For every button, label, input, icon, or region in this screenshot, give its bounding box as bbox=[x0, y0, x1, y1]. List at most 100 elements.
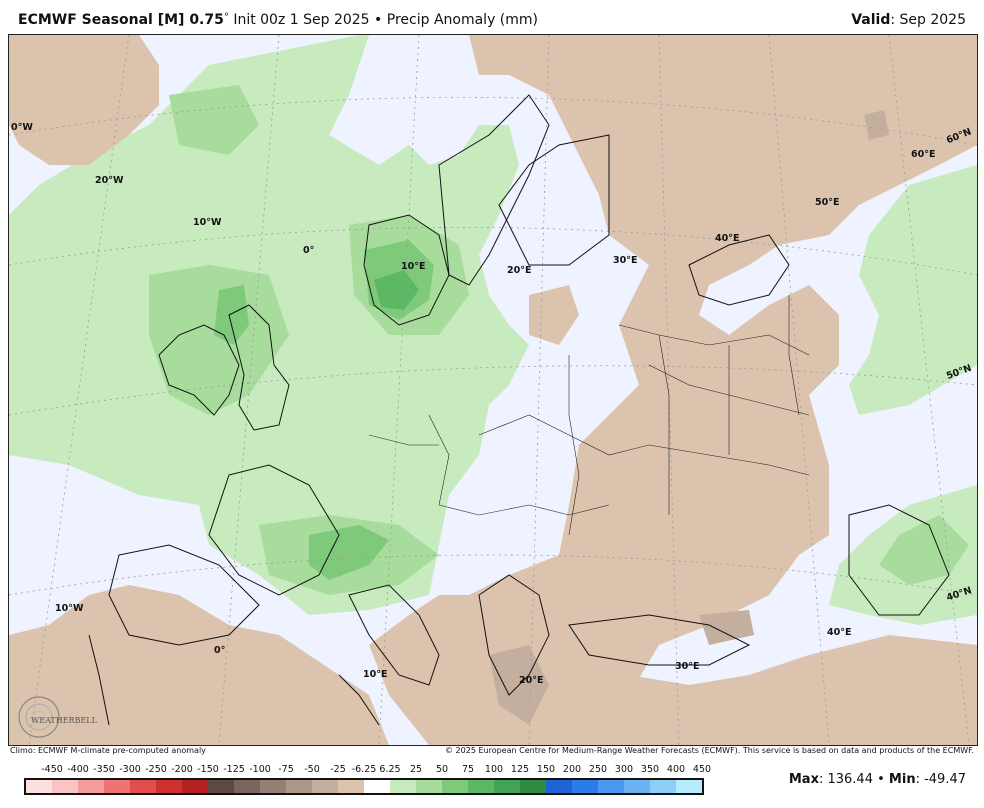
label-lon-20w: 20°W bbox=[95, 175, 124, 186]
map-panel[interactable]: 0°W 20°W 10°W 0° 10°E 20°E 30°E 40°E 50°… bbox=[8, 34, 978, 746]
legend-tick-label: 150 bbox=[536, 764, 556, 775]
legend-tick-label: 350 bbox=[640, 764, 660, 775]
min-label: Min bbox=[888, 772, 916, 787]
dry-region-north-africa-east bbox=[429, 635, 977, 745]
label-lon-0-bot: 0° bbox=[214, 645, 225, 656]
label-lon-10w-bot: 10°W bbox=[55, 603, 84, 614]
legend-tick-label: -75 bbox=[278, 764, 294, 775]
label-lon-10e-bot: 10°E bbox=[363, 669, 387, 680]
valid-value: : Sep 2025 bbox=[890, 12, 966, 28]
label-lon-10e-mid: 10°E bbox=[401, 261, 425, 272]
logo-text: WEATHERBELL bbox=[31, 716, 98, 725]
wet-region-eastern bbox=[849, 165, 977, 415]
label-lon-20e-bot: 20°E bbox=[519, 675, 543, 686]
legend-tick-label: -125 bbox=[223, 764, 245, 775]
legend-tick-label: 450 bbox=[692, 764, 712, 775]
coastlines bbox=[88, 94, 950, 726]
wet-region-alps-core bbox=[309, 525, 389, 580]
wet-region-norway-peak bbox=[374, 270, 419, 310]
wet-region-scotland bbox=[214, 285, 249, 345]
legend-swatch bbox=[598, 780, 624, 793]
legend-swatch bbox=[104, 780, 130, 793]
wet-region-north-sea bbox=[149, 265, 289, 415]
legend-swatch bbox=[182, 780, 208, 793]
legend-swatch bbox=[338, 780, 364, 793]
legend-tick-label: 25 bbox=[409, 764, 423, 775]
legend-tick-label: -150 bbox=[197, 764, 219, 775]
legend-tick-label: 250 bbox=[588, 764, 608, 775]
legend-swatch bbox=[156, 780, 182, 793]
model-name: ECMWF Seasonal [M] 0.75 bbox=[18, 12, 224, 28]
label-lon-0w-top: 0°W bbox=[11, 122, 33, 133]
min-value: : -49.47 bbox=[915, 772, 966, 787]
color-legend: -450 -400 -350 -300 -250 -200 -150 -125 -100 -75-… bbox=[20, 764, 712, 800]
field-stats: Max: 136.44 • Min: -49.47 bbox=[789, 772, 966, 787]
credits: Climo: ECMWF M-climate pre-computed anom… bbox=[8, 746, 976, 758]
legend-tick-label: -25 bbox=[330, 764, 346, 775]
weatherbell-logo: WEATHERBELL bbox=[18, 696, 98, 738]
legend-tick-label: -350 bbox=[93, 764, 115, 775]
stats-separator: • bbox=[877, 772, 885, 787]
legend-swatch bbox=[468, 780, 494, 793]
map-title: ECMWF Seasonal [M] 0.75° Init 00z 1 Sep … bbox=[18, 12, 538, 28]
climo-credit: Climo: ECMWF M-climate pre-computed anom… bbox=[10, 746, 206, 755]
label-lon-10w-top: 10°W bbox=[193, 217, 222, 228]
title-separator: • bbox=[374, 12, 383, 28]
label-lon-30e-mid: 30°E bbox=[613, 255, 637, 266]
legend-tick-label: -6.25 bbox=[351, 764, 377, 775]
max-label: Max bbox=[788, 772, 819, 787]
legend-swatch bbox=[494, 780, 520, 793]
init-time: Init 00z 1 Sep 2025 bbox=[233, 12, 370, 28]
label-lon-40e-mid: 40°E bbox=[715, 233, 739, 244]
legend-swatch bbox=[676, 780, 702, 793]
graticule bbox=[9, 35, 977, 745]
legend-swatch bbox=[312, 780, 338, 793]
valid-time: Valid: Sep 2025 bbox=[851, 12, 966, 28]
legend-tick-label: 100 bbox=[484, 764, 504, 775]
legend-swatch bbox=[650, 780, 676, 793]
dry-region-iberia-africa bbox=[9, 585, 389, 745]
legend-labels: -450 -400 -350 -300 -250 -200 -150 -125 -100 -75-… bbox=[20, 764, 712, 778]
dry-region-ural-deep bbox=[864, 110, 889, 140]
label-lon-20e-mid: 20°E bbox=[507, 265, 531, 276]
legend-tick-label: -300 bbox=[119, 764, 141, 775]
legend-swatch bbox=[52, 780, 78, 793]
legend-tick-label: 400 bbox=[666, 764, 686, 775]
legend-swatch bbox=[208, 780, 234, 793]
legend-swatch bbox=[26, 780, 52, 793]
legend-swatch bbox=[546, 780, 572, 793]
header: ECMWF Seasonal [M] 0.75° Init 00z 1 Sep … bbox=[0, 0, 984, 34]
legend-swatch bbox=[286, 780, 312, 793]
legend-swatch bbox=[260, 780, 286, 793]
legend-tick-label: 300 bbox=[614, 764, 634, 775]
legend-tick-label: 50 bbox=[435, 764, 449, 775]
legend-swatch bbox=[520, 780, 546, 793]
ecmwf-copyright: © 2025 European Centre for Medium-Range … bbox=[445, 746, 974, 755]
legend-tick-label: -250 bbox=[145, 764, 167, 775]
legend-tick-label: -100 bbox=[249, 764, 271, 775]
legend-tick-label: -50 bbox=[304, 764, 320, 775]
legend-colorbar bbox=[24, 778, 704, 795]
legend-tick-label: 6.25 bbox=[379, 764, 401, 775]
logo-swirl-icon bbox=[18, 696, 60, 738]
precip-anomaly-map[interactable]: 0°W 20°W 10°W 0° 10°E 20°E 30°E 40°E 50°… bbox=[9, 35, 977, 745]
dry-anomaly-layer bbox=[9, 35, 977, 745]
legend-tick-label: 75 bbox=[461, 764, 475, 775]
legend-swatch bbox=[78, 780, 104, 793]
legend-swatch bbox=[364, 780, 390, 793]
legend-swatch bbox=[572, 780, 598, 793]
label-lon-40e-bot: 40°E bbox=[827, 627, 851, 638]
legend-swatch bbox=[416, 780, 442, 793]
label-lon-60e: 60°E bbox=[911, 149, 935, 160]
max-value: : 136.44 bbox=[818, 772, 873, 787]
legend-swatch bbox=[234, 780, 260, 793]
legend-swatch bbox=[390, 780, 416, 793]
legend-tick-label: 125 bbox=[510, 764, 530, 775]
legend-swatch bbox=[624, 780, 650, 793]
label-lon-0-mid: 0° bbox=[303, 245, 314, 256]
dry-region-turkey-deep bbox=[699, 610, 754, 645]
wet-region-iceland bbox=[169, 85, 259, 155]
field-name: Precip Anomaly (mm) bbox=[386, 12, 539, 28]
valid-label: Valid bbox=[851, 12, 891, 28]
label-lon-50e: 50°E bbox=[815, 197, 839, 208]
